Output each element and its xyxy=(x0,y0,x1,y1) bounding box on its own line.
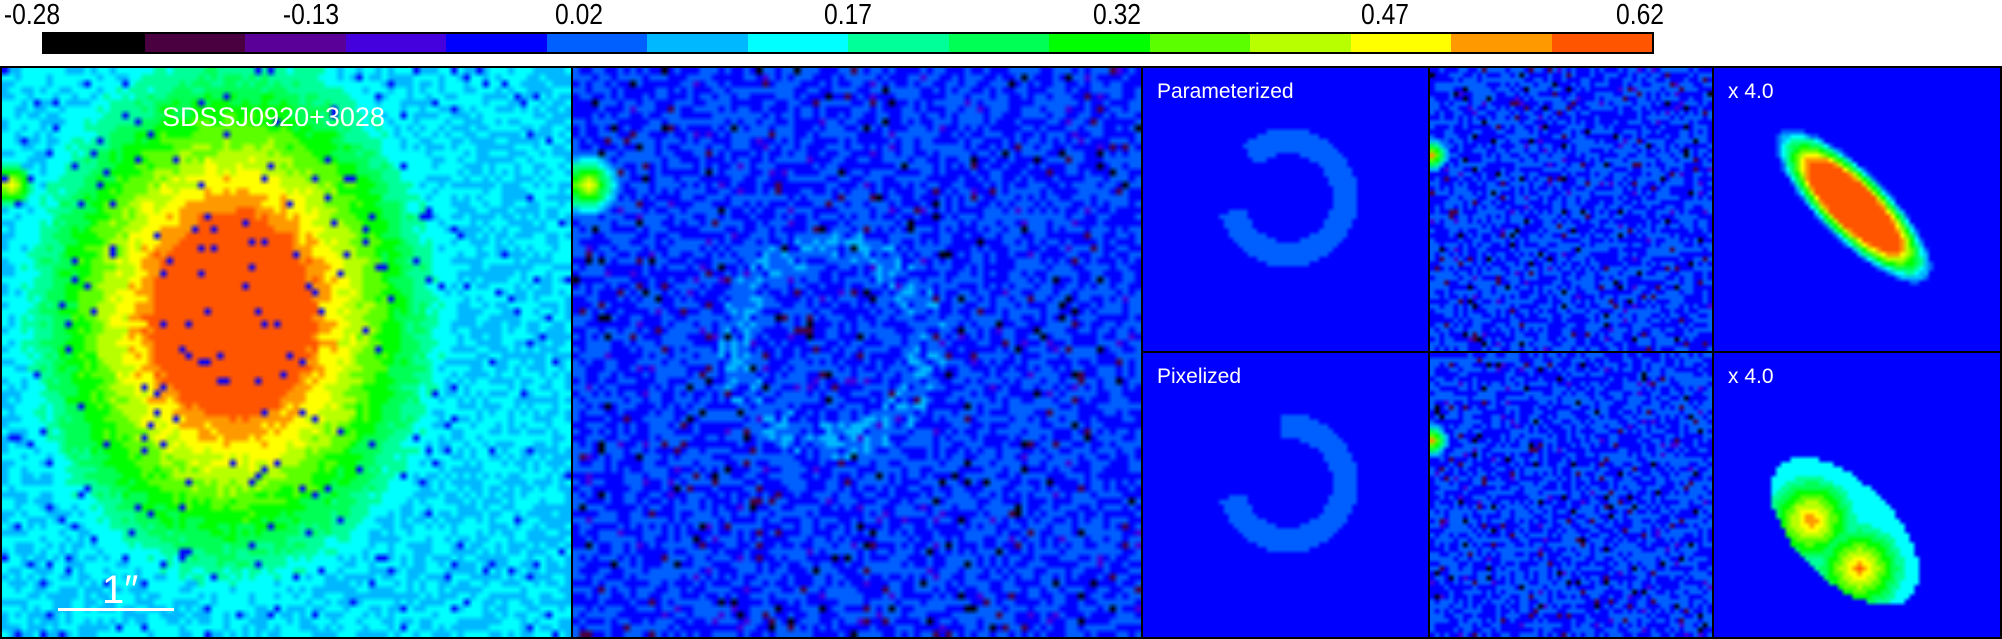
panel-source-pixelized-zoom: x 4.0 xyxy=(1712,351,2002,639)
panel-residual-lens-subtracted xyxy=(571,66,1143,639)
colorbar-segment xyxy=(948,34,1049,52)
colorbar-tick: 0.32 xyxy=(1093,0,1141,31)
colorbar-segment xyxy=(546,34,647,52)
pixelized-residual xyxy=(1430,353,1712,637)
colorbar-segment xyxy=(245,34,346,52)
colorbar-tick: 0.02 xyxy=(555,0,603,31)
observed-image xyxy=(2,68,571,637)
colorbar-segment xyxy=(647,34,748,52)
colorbar-segment xyxy=(747,34,848,52)
colorbar-segment xyxy=(1451,34,1552,52)
panel-label: Parameterized xyxy=(1157,80,1294,103)
lens-subtracted-image xyxy=(573,68,1141,637)
panel-label: Pixelized xyxy=(1157,365,1242,388)
panel-observed-image: SDSSJ0920+3028 1″ xyxy=(0,66,573,639)
colorbar-tick: 0.17 xyxy=(824,0,872,31)
panel-residual-pixelized xyxy=(1428,351,1714,639)
colorbar-segment xyxy=(848,34,949,52)
colorbar-tick: 0.47 xyxy=(1361,0,1409,31)
parameterized-arc-model xyxy=(1143,68,1428,351)
colorbar xyxy=(42,32,1654,54)
panel-source-pixelized: Pixelized xyxy=(1141,351,1430,639)
colorbar-segment xyxy=(446,34,547,52)
scale-bar-label: 1″ xyxy=(102,568,139,612)
scale-bar xyxy=(58,608,174,611)
colorbar-segment xyxy=(1551,34,1652,52)
pixelized-arc-model xyxy=(1143,353,1428,637)
colorbar-tick: 0.62 xyxy=(1616,0,1664,31)
colorbar-segment xyxy=(1049,34,1150,52)
colorbar-segment xyxy=(1350,34,1451,52)
colorbar-segment xyxy=(1250,34,1351,52)
panel-source-parameterized-zoom: x 4.0 xyxy=(1712,66,2002,353)
colorbar-segment xyxy=(144,34,245,52)
colorbar-tick: -0.13 xyxy=(282,0,340,31)
panel-residual-parameterized xyxy=(1428,66,1714,353)
parameterized-residual xyxy=(1430,68,1712,351)
pixelized-source xyxy=(1714,353,2000,637)
colorbar-segment xyxy=(1149,34,1250,52)
parameterized-source xyxy=(1714,68,2000,351)
target-name: SDSSJ0920+3028 xyxy=(162,102,385,132)
zoom-factor-label: x 4.0 xyxy=(1728,365,1774,388)
colorbar-segment xyxy=(345,34,446,52)
zoom-factor-label: x 4.0 xyxy=(1728,80,1774,103)
panel-source-parameterized: Parameterized xyxy=(1141,66,1430,353)
colorbar-segment xyxy=(44,34,145,52)
colorbar-tick: -0.28 xyxy=(3,0,61,31)
